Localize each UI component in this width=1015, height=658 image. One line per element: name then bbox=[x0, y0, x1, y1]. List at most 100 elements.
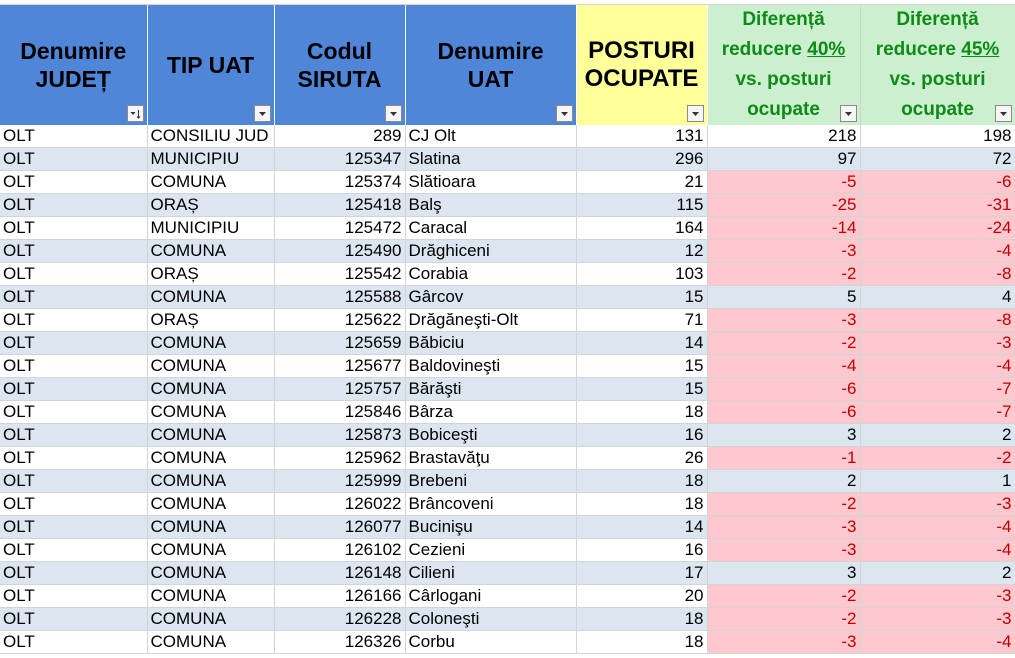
cell-tip[interactable]: MUNICIPIU bbox=[147, 216, 275, 240]
cell-dif45[interactable]: -4 bbox=[860, 354, 1015, 378]
cell-tip[interactable]: COMUNA bbox=[147, 285, 275, 309]
cell-dif40[interactable]: -3 bbox=[707, 515, 861, 539]
cell-posturi[interactable]: 15 bbox=[575, 285, 708, 309]
cell-dif40[interactable]: -2 bbox=[707, 492, 861, 516]
filter-dropdown-icon[interactable] bbox=[686, 105, 704, 122]
cell-uat[interactable]: Bucinişu bbox=[405, 515, 577, 539]
cell-dif45[interactable]: -6 bbox=[860, 170, 1015, 194]
cell-dif40[interactable]: 3 bbox=[707, 561, 861, 585]
cell-dif45[interactable]: 1 bbox=[860, 469, 1015, 493]
cell-posturi[interactable]: 16 bbox=[575, 423, 708, 447]
cell-dif40[interactable]: -3 bbox=[707, 538, 861, 562]
cell-posturi[interactable]: 21 bbox=[575, 170, 708, 194]
cell-uat[interactable]: Balş bbox=[405, 193, 577, 217]
cell-dif40[interactable]: -4 bbox=[707, 354, 861, 378]
cell-dif40[interactable]: -6 bbox=[707, 400, 861, 424]
cell-tip[interactable]: COMUNA bbox=[147, 515, 275, 539]
cell-posturi[interactable]: 103 bbox=[575, 262, 708, 286]
cell-judet[interactable]: OLT bbox=[0, 170, 148, 194]
cell-posturi[interactable]: 164 bbox=[575, 216, 708, 240]
cell-posturi[interactable]: 14 bbox=[575, 331, 708, 355]
cell-uat[interactable]: Baldovineşti bbox=[405, 354, 577, 378]
cell-judet[interactable]: OLT bbox=[0, 446, 148, 470]
cell-judet[interactable]: OLT bbox=[0, 607, 148, 631]
cell-tip[interactable]: ORAȘ bbox=[147, 308, 275, 332]
cell-siruta[interactable]: 126228 bbox=[274, 607, 406, 631]
cell-uat[interactable]: Brastavăţu bbox=[405, 446, 577, 470]
cell-tip[interactable]: ORAȘ bbox=[147, 193, 275, 217]
cell-siruta[interactable]: 125659 bbox=[274, 331, 406, 355]
cell-siruta[interactable]: 125757 bbox=[274, 377, 406, 401]
cell-uat[interactable]: Cezieni bbox=[405, 538, 577, 562]
cell-posturi[interactable]: 18 bbox=[575, 630, 708, 654]
cell-uat[interactable]: CJ Olt bbox=[405, 125, 577, 148]
cell-posturi[interactable]: 20 bbox=[575, 584, 708, 608]
cell-tip[interactable]: CONSILIU JUD bbox=[147, 125, 275, 148]
cell-judet[interactable]: OLT bbox=[0, 285, 148, 309]
cell-siruta[interactable]: 125999 bbox=[274, 469, 406, 493]
cell-dif45[interactable]: -7 bbox=[860, 400, 1015, 424]
cell-uat[interactable]: Brâncoveni bbox=[405, 492, 577, 516]
cell-dif40[interactable]: 5 bbox=[707, 285, 861, 309]
cell-uat[interactable]: Caracal bbox=[405, 216, 577, 240]
cell-posturi[interactable]: 17 bbox=[575, 561, 708, 585]
cell-dif45[interactable]: -24 bbox=[860, 216, 1015, 240]
cell-dif40[interactable]: -1 bbox=[707, 446, 861, 470]
filter-dropdown-icon[interactable] bbox=[253, 105, 271, 122]
cell-tip[interactable]: COMUNA bbox=[147, 469, 275, 493]
cell-dif45[interactable]: 2 bbox=[860, 423, 1015, 447]
cell-dif40[interactable]: -5 bbox=[707, 170, 861, 194]
cell-dif45[interactable]: 2 bbox=[860, 561, 1015, 585]
cell-dif45[interactable]: 72 bbox=[860, 147, 1015, 171]
cell-dif45[interactable]: -4 bbox=[860, 538, 1015, 562]
cell-siruta[interactable]: 125542 bbox=[274, 262, 406, 286]
cell-dif40[interactable]: 3 bbox=[707, 423, 861, 447]
cell-judet[interactable]: OLT bbox=[0, 354, 148, 378]
cell-judet[interactable]: OLT bbox=[0, 584, 148, 608]
cell-judet[interactable]: OLT bbox=[0, 469, 148, 493]
cell-tip[interactable]: COMUNA bbox=[147, 354, 275, 378]
cell-posturi[interactable]: 26 bbox=[575, 446, 708, 470]
cell-dif45[interactable]: -3 bbox=[860, 584, 1015, 608]
cell-tip[interactable]: COMUNA bbox=[147, 561, 275, 585]
cell-posturi[interactable]: 18 bbox=[575, 400, 708, 424]
cell-siruta[interactable]: 125374 bbox=[274, 170, 406, 194]
cell-posturi[interactable]: 71 bbox=[575, 308, 708, 332]
cell-uat[interactable]: Coloneşti bbox=[405, 607, 577, 631]
cell-judet[interactable]: OLT bbox=[0, 561, 148, 585]
cell-uat[interactable]: Cârlogani bbox=[405, 584, 577, 608]
cell-dif40[interactable]: -3 bbox=[707, 239, 861, 263]
cell-judet[interactable]: OLT bbox=[0, 331, 148, 355]
cell-dif40[interactable]: 2 bbox=[707, 469, 861, 493]
filter-dropdown-icon[interactable] bbox=[555, 105, 573, 122]
filter-dropdown-icon[interactable] bbox=[839, 105, 857, 122]
cell-siruta[interactable]: 126166 bbox=[274, 584, 406, 608]
cell-dif40[interactable]: -25 bbox=[707, 193, 861, 217]
cell-dif40[interactable]: -2 bbox=[707, 331, 861, 355]
cell-siruta[interactable]: 125588 bbox=[274, 285, 406, 309]
cell-judet[interactable]: OLT bbox=[0, 538, 148, 562]
cell-judet[interactable]: OLT bbox=[0, 423, 148, 447]
cell-uat[interactable]: Bobiceşti bbox=[405, 423, 577, 447]
cell-siruta[interactable]: 125962 bbox=[274, 446, 406, 470]
cell-dif45[interactable]: -8 bbox=[860, 262, 1015, 286]
cell-uat[interactable]: Drăgăneşti-Olt bbox=[405, 308, 577, 332]
cell-judet[interactable]: OLT bbox=[0, 262, 148, 286]
filter-dropdown-icon[interactable] bbox=[384, 105, 402, 122]
sort-ascending-filter-icon[interactable] bbox=[126, 105, 144, 122]
cell-dif45[interactable]: -4 bbox=[860, 630, 1015, 654]
cell-uat[interactable]: Bărăşti bbox=[405, 377, 577, 401]
cell-siruta[interactable]: 125490 bbox=[274, 239, 406, 263]
cell-posturi[interactable]: 15 bbox=[575, 377, 708, 401]
cell-tip[interactable]: COMUNA bbox=[147, 538, 275, 562]
cell-uat[interactable]: Bârza bbox=[405, 400, 577, 424]
cell-tip[interactable]: COMUNA bbox=[147, 446, 275, 470]
cell-posturi[interactable]: 18 bbox=[575, 607, 708, 631]
cell-siruta[interactable]: 125873 bbox=[274, 423, 406, 447]
cell-uat[interactable]: Corabia bbox=[405, 262, 577, 286]
cell-siruta[interactable]: 125846 bbox=[274, 400, 406, 424]
cell-tip[interactable]: COMUNA bbox=[147, 400, 275, 424]
cell-uat[interactable]: Drăghiceni bbox=[405, 239, 577, 263]
cell-siruta[interactable]: 125347 bbox=[274, 147, 406, 171]
cell-dif40[interactable]: -3 bbox=[707, 308, 861, 332]
